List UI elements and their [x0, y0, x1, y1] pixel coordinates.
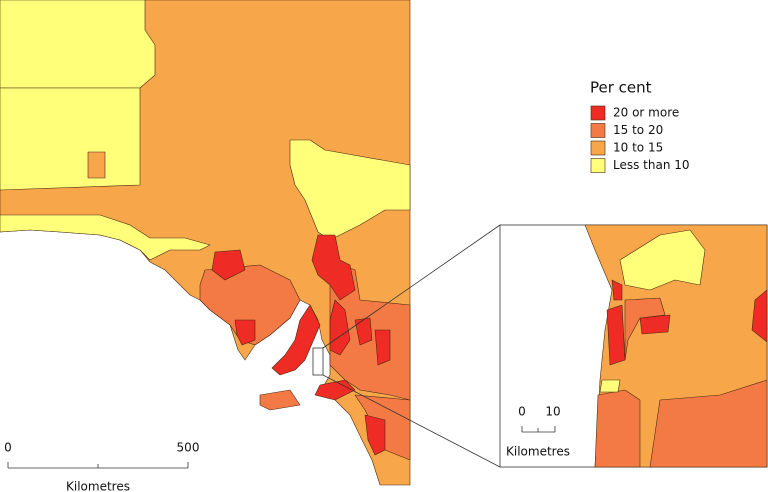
region	[649, 379, 768, 468]
region	[271, 304, 321, 376]
region	[87, 151, 106, 179]
legend-label: 15 to 20	[613, 123, 663, 137]
inset-map	[499, 224, 768, 468]
region	[599, 379, 621, 393]
region	[624, 297, 666, 361]
region	[619, 229, 706, 291]
inset-locator	[312, 347, 324, 376]
scale-unit: Kilometres	[506, 445, 570, 459]
leader-line	[322, 224, 501, 349]
region	[259, 389, 301, 411]
scale-bar	[7, 426, 556, 469]
legend-title: Per cent	[590, 79, 652, 97]
region	[594, 389, 641, 468]
legend-swatch	[590, 105, 606, 121]
legend-swatch	[590, 123, 606, 138]
region	[289, 139, 411, 241]
region	[329, 299, 351, 356]
leader-line	[322, 374, 501, 468]
legend-label: 10 to 15	[613, 141, 663, 155]
legend-label: Less than 10	[613, 158, 690, 172]
region	[364, 414, 386, 456]
scale-unit: Kilometres	[66, 480, 130, 492]
region	[199, 264, 301, 346]
legend-swatch	[590, 158, 606, 173]
region	[606, 304, 626, 366]
scale-label: 10	[545, 405, 560, 419]
region	[314, 379, 356, 401]
region	[0, 87, 141, 191]
region	[639, 314, 671, 335]
region	[0, 214, 211, 261]
scale-label: 0	[518, 405, 526, 419]
legend-label: 20 or more	[613, 106, 679, 120]
region	[0, 0, 156, 89]
main-map	[0, 0, 501, 486]
region	[234, 319, 256, 346]
scale-label: 0	[4, 441, 12, 455]
region	[211, 249, 246, 281]
region	[611, 279, 623, 301]
region	[311, 234, 356, 301]
region	[751, 289, 768, 343]
scale-label: 500	[177, 441, 200, 455]
region	[374, 329, 391, 366]
legend-swatch	[590, 140, 606, 156]
